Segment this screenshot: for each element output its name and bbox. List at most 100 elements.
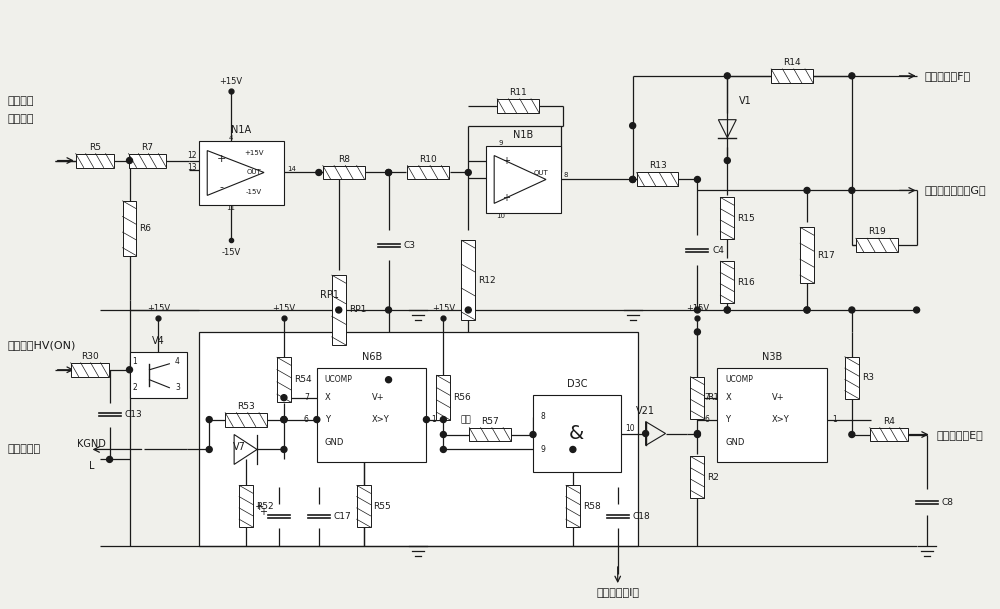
Text: +15V: +15V bbox=[432, 304, 455, 313]
Text: 10: 10 bbox=[497, 213, 506, 219]
Circle shape bbox=[804, 188, 810, 194]
Text: +15V: +15V bbox=[686, 304, 709, 313]
Text: 6: 6 bbox=[304, 415, 309, 424]
Text: R2: R2 bbox=[707, 473, 719, 482]
Text: R16: R16 bbox=[737, 278, 755, 287]
Text: 接保护电路: 接保护电路 bbox=[8, 445, 41, 454]
Circle shape bbox=[849, 307, 855, 313]
Text: X: X bbox=[725, 393, 731, 402]
Bar bbox=[407, 166, 449, 180]
Bar bbox=[533, 395, 621, 473]
Text: 电源开机HV(ON): 电源开机HV(ON) bbox=[8, 340, 76, 350]
Text: KGND: KGND bbox=[77, 440, 106, 449]
Circle shape bbox=[914, 307, 920, 313]
Circle shape bbox=[694, 307, 700, 313]
Circle shape bbox=[314, 417, 320, 423]
Text: +15V: +15V bbox=[220, 77, 243, 86]
Text: 14: 14 bbox=[287, 166, 296, 172]
Circle shape bbox=[849, 188, 855, 194]
Circle shape bbox=[423, 417, 429, 423]
Text: 1: 1 bbox=[832, 415, 837, 424]
Text: C4: C4 bbox=[712, 245, 724, 255]
Text: -15V: -15V bbox=[246, 189, 262, 195]
Text: Y: Y bbox=[725, 415, 730, 424]
Text: V7: V7 bbox=[233, 443, 246, 452]
Bar bbox=[566, 485, 580, 527]
Circle shape bbox=[386, 169, 392, 175]
Text: N3B: N3B bbox=[762, 352, 782, 362]
Circle shape bbox=[281, 446, 287, 452]
Bar bbox=[720, 197, 734, 239]
Bar bbox=[199, 141, 284, 205]
Text: +: + bbox=[254, 502, 264, 512]
Text: 11: 11 bbox=[227, 205, 236, 211]
Text: 去驱动电路E点: 去驱动电路E点 bbox=[937, 429, 983, 440]
Circle shape bbox=[440, 446, 446, 452]
Circle shape bbox=[206, 446, 212, 452]
Text: C8: C8 bbox=[942, 498, 954, 507]
Bar bbox=[469, 428, 511, 442]
Text: R54: R54 bbox=[294, 375, 312, 384]
Text: R14: R14 bbox=[783, 58, 801, 67]
Text: &: & bbox=[569, 424, 584, 443]
Text: OUT: OUT bbox=[247, 169, 261, 175]
Text: 9: 9 bbox=[541, 445, 546, 454]
Circle shape bbox=[465, 307, 471, 313]
Text: 去保护电路F点: 去保护电路F点 bbox=[925, 71, 971, 81]
Text: 10: 10 bbox=[626, 424, 635, 433]
Text: R56: R56 bbox=[453, 393, 471, 402]
Circle shape bbox=[386, 169, 392, 175]
Bar bbox=[130, 352, 187, 398]
Text: R4: R4 bbox=[883, 417, 895, 426]
Circle shape bbox=[386, 307, 392, 313]
Text: R8: R8 bbox=[338, 155, 350, 164]
Text: +: + bbox=[502, 155, 510, 166]
Text: 4: 4 bbox=[175, 357, 180, 366]
Circle shape bbox=[694, 432, 700, 437]
Text: 9: 9 bbox=[499, 139, 503, 146]
Bar bbox=[323, 166, 365, 180]
Circle shape bbox=[530, 432, 536, 437]
Bar bbox=[497, 99, 539, 113]
Text: N6B: N6B bbox=[362, 352, 382, 362]
Text: R12: R12 bbox=[478, 276, 496, 284]
Text: N1A: N1A bbox=[231, 125, 251, 135]
Bar bbox=[637, 172, 678, 186]
Text: 2: 2 bbox=[132, 383, 137, 392]
Text: X>Y: X>Y bbox=[372, 415, 389, 424]
Text: 大压: 大压 bbox=[461, 415, 472, 424]
Text: C18: C18 bbox=[633, 512, 650, 521]
Circle shape bbox=[643, 431, 649, 437]
Text: OUT: OUT bbox=[534, 171, 548, 177]
Bar bbox=[199, 332, 638, 546]
Text: C16: C16 bbox=[239, 512, 255, 521]
Text: 4: 4 bbox=[229, 135, 233, 141]
Text: 6: 6 bbox=[705, 415, 709, 424]
Circle shape bbox=[386, 377, 392, 382]
Circle shape bbox=[724, 73, 730, 79]
Bar bbox=[771, 69, 813, 83]
Text: 7: 7 bbox=[705, 393, 709, 402]
Circle shape bbox=[465, 169, 471, 175]
Circle shape bbox=[804, 307, 810, 313]
Text: 去保护电路I点: 去保护电路I点 bbox=[596, 587, 639, 597]
Text: +: + bbox=[216, 153, 226, 164]
Text: R53: R53 bbox=[237, 401, 255, 410]
Text: 8: 8 bbox=[564, 172, 568, 178]
Circle shape bbox=[206, 417, 212, 423]
Text: V4: V4 bbox=[152, 336, 165, 346]
Text: L: L bbox=[89, 462, 94, 471]
Bar bbox=[690, 377, 704, 418]
Text: R19: R19 bbox=[868, 227, 886, 236]
Bar bbox=[845, 357, 859, 399]
Bar bbox=[856, 238, 898, 252]
Bar bbox=[129, 153, 166, 167]
Circle shape bbox=[630, 177, 636, 183]
Text: R5: R5 bbox=[89, 143, 101, 152]
Text: N1B: N1B bbox=[513, 130, 533, 139]
Circle shape bbox=[440, 417, 446, 423]
Bar bbox=[486, 146, 561, 213]
Text: R58: R58 bbox=[583, 502, 601, 511]
Text: R30: R30 bbox=[81, 352, 99, 361]
Text: D3C: D3C bbox=[567, 379, 587, 389]
